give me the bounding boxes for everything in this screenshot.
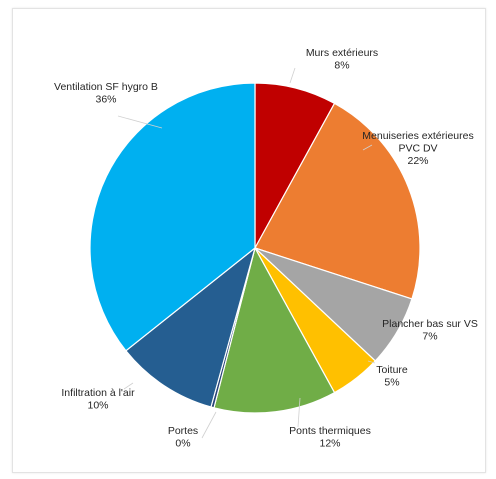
slice-labels: Murs extérieurs 8% Menuiseries extérieures… [54, 47, 478, 450]
slice-name-line-5-0: Portes [168, 425, 198, 437]
leader-line-5 [201, 411, 217, 439]
leader-line-6 [123, 382, 134, 390]
leader-line-2 [392, 321, 405, 324]
slice-percent-0: 8% [334, 60, 349, 72]
slice-name-line-3-0: Toiture [376, 364, 408, 376]
pie-slice-7 [89, 82, 256, 352]
slice-percent-5: 0% [175, 438, 190, 450]
pie-slice-6 [125, 246, 257, 408]
slice-label-2: Plancher bas sur VS 7% [382, 318, 478, 343]
slice-name-line-2-0: Plancher bas sur VS [382, 318, 478, 330]
slice-label-6: Infiltration à l'air 10% [61, 387, 135, 412]
slice-label-7: Ventilation SF hygro B 36% [54, 81, 158, 106]
slice-percent-7: 36% [95, 94, 116, 106]
leader-line-1 [362, 144, 373, 151]
slice-label-0: Murs extérieurs 8% [306, 47, 378, 72]
pie-slice-4 [213, 246, 336, 414]
slice-percent-3: 5% [384, 377, 399, 389]
slice-name-line-7-0: Ventilation SF hygro B [54, 81, 158, 93]
leader-line-4 [297, 397, 301, 428]
slice-name-line-0-0: Murs extérieurs [306, 47, 378, 59]
slice-name-line-1-1: PVC DV [398, 143, 437, 155]
leader-lines [117, 67, 405, 439]
slice-percent-6: 10% [87, 400, 108, 412]
slice-label-4: Ponts thermiques 12% [289, 425, 371, 450]
slice-name-line-1-0: Menuiseries extérieures [362, 130, 473, 142]
slice-percent-2: 7% [422, 331, 437, 343]
leader-line-0 [289, 67, 296, 84]
leader-line-7 [117, 115, 163, 129]
pie-slice-1 [254, 102, 421, 300]
pie-slices [89, 82, 421, 414]
slice-name-line-6-0: Infiltration à l'air [61, 387, 135, 399]
slice-label-1: Menuiseries extérieures PVC DV 22% [362, 130, 473, 167]
slice-label-3: Toiture 5% [376, 364, 408, 389]
leader-line-3 [367, 360, 376, 364]
slice-name-line-4-0: Ponts thermiques [289, 425, 371, 437]
slice-percent-1: 22% [407, 155, 428, 167]
slice-label-5: Portes 0% [168, 425, 198, 450]
slice-percent-4: 12% [319, 438, 340, 450]
